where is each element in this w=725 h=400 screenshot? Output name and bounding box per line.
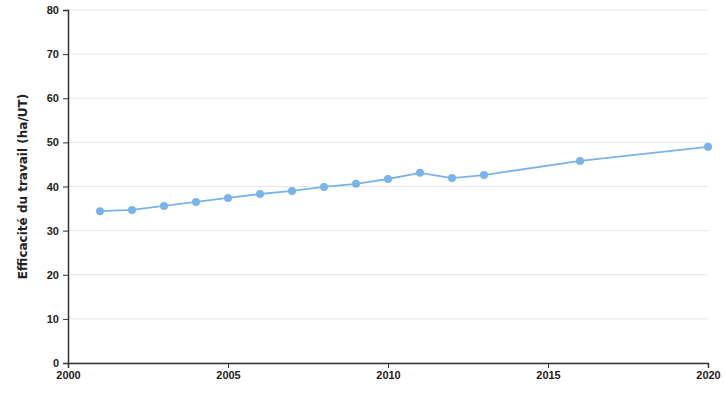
line — [100, 147, 708, 211]
chart: 2000 2005 2010 2015 2020 0 10 20 30 40 50 60 70 80 Eff… — [0, 0, 725, 400]
grid-line — [68, 142, 708, 143]
tick: 2020 — [696, 363, 720, 381]
tick: 2005 — [216, 363, 240, 381]
tick-label: 40 — [47, 181, 59, 193]
tick: 2010 — [376, 363, 400, 381]
marker — [288, 187, 296, 195]
tick: 0 — [53, 357, 68, 369]
tick: 70 — [47, 48, 68, 60]
tick: 2000 — [56, 363, 80, 381]
marker — [96, 207, 104, 215]
grid-line — [68, 274, 708, 275]
tick-label: 70 — [47, 48, 59, 60]
y-axis: 0 10 20 30 40 50 60 70 80 — [47, 4, 69, 369]
marker — [192, 198, 200, 206]
tick-label: 30 — [47, 225, 59, 237]
tick-label: 2020 — [696, 369, 720, 381]
tick-label: 50 — [47, 136, 59, 148]
tick: 30 — [47, 225, 68, 237]
tick-label: 60 — [47, 92, 59, 104]
tick-label: 20 — [47, 269, 59, 281]
marker — [384, 175, 392, 183]
grid — [68, 10, 708, 363]
tick: 40 — [47, 181, 68, 193]
series — [96, 143, 712, 215]
marker — [576, 157, 584, 165]
marker — [416, 169, 424, 177]
tick-mark — [63, 187, 68, 188]
tick-mark — [63, 319, 68, 320]
tick-label: 2010 — [376, 369, 400, 381]
tick-mark — [228, 363, 229, 368]
plot: 2000 2005 2010 2015 2020 0 10 20 30 40 50 60 70 80 — [47, 4, 721, 381]
tick-label: 10 — [47, 313, 59, 325]
tick-mark — [63, 275, 68, 276]
tick: 20 — [47, 269, 68, 281]
marker — [128, 206, 136, 214]
marker — [704, 143, 712, 151]
x-axis: 2000 2005 2010 2015 2020 — [56, 363, 720, 381]
grid-line — [68, 318, 708, 319]
marker — [256, 190, 264, 198]
axis-line — [63, 11, 69, 364]
tick-mark — [388, 363, 389, 368]
grid-line — [68, 98, 708, 99]
axis-line — [69, 364, 709, 369]
grid-line — [68, 186, 708, 187]
marker — [448, 174, 456, 182]
grid-line — [68, 230, 708, 231]
tick-mark — [63, 231, 68, 232]
tick-mark — [63, 54, 68, 55]
tick-mark — [63, 142, 68, 143]
marker — [320, 183, 328, 191]
tick-label: 80 — [47, 4, 59, 16]
tick-mark — [708, 363, 709, 368]
tick-label: 0 — [53, 357, 59, 369]
marker — [352, 180, 360, 188]
marker — [160, 202, 168, 210]
tick-label: 2005 — [216, 369, 240, 381]
tick: 10 — [47, 313, 68, 325]
tick: 2015 — [536, 363, 560, 381]
tick: 80 — [47, 4, 68, 16]
marker — [224, 194, 232, 202]
tick-mark — [63, 98, 68, 99]
tick-mark — [548, 363, 549, 368]
grid-line — [68, 10, 708, 11]
y-axis-title: Efficacité du travail (ha/UT) — [16, 94, 30, 279]
tick-label: 2000 — [56, 369, 80, 381]
tick-label: 2015 — [536, 369, 560, 381]
marker — [480, 171, 488, 179]
tick: 50 — [47, 136, 68, 148]
tick: 60 — [47, 92, 68, 104]
tick-mark — [63, 10, 68, 11]
tick-mark — [63, 363, 68, 364]
grid-line — [68, 54, 708, 55]
